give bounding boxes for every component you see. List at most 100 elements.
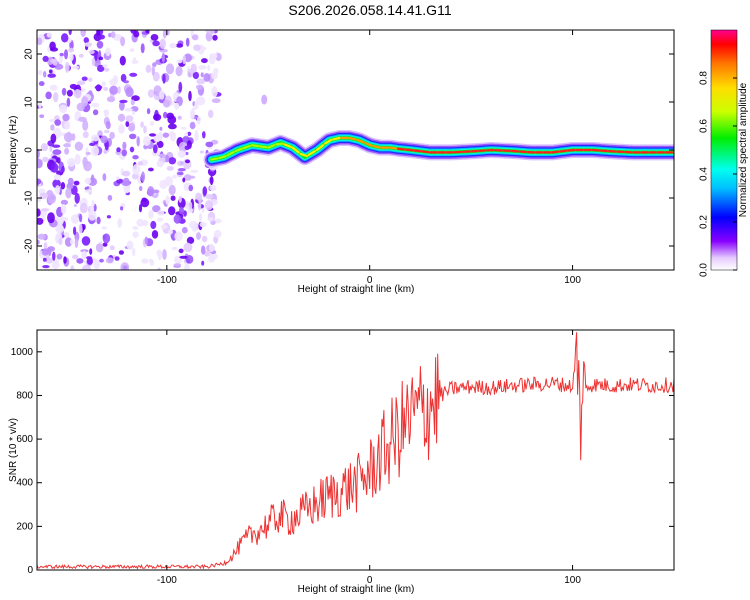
noise-speck — [96, 216, 101, 225]
noise-speck — [168, 184, 176, 196]
ridge-core-segment — [226, 150, 235, 157]
noise-speck — [159, 90, 165, 100]
noise-speck — [93, 59, 101, 67]
colorbar-label: Normalized spectral amplitude — [738, 82, 749, 217]
noise-speck — [91, 134, 100, 142]
noise-speck — [43, 242, 48, 249]
noise-speck — [130, 99, 135, 106]
noise-speck — [73, 89, 82, 99]
noise-speck — [133, 31, 140, 38]
noise-speck — [101, 226, 108, 230]
ridge-core-segment — [234, 147, 243, 153]
noise-speck — [91, 102, 100, 108]
noise-speck — [83, 37, 90, 44]
noise-speck — [78, 53, 84, 58]
noise-speck — [129, 48, 135, 52]
noise-speck — [132, 231, 139, 238]
noise-speck — [49, 41, 56, 51]
noise-speck — [163, 111, 168, 119]
noise-speck — [74, 154, 81, 165]
noise-speck — [186, 236, 195, 244]
noise-speck — [207, 64, 211, 71]
noise-speck — [63, 256, 67, 264]
ridge-core-segment — [267, 144, 276, 149]
noise-speck — [177, 150, 186, 158]
spectrogram-ytick-label: -10 — [24, 190, 35, 205]
noise-speck — [167, 115, 177, 125]
noise-speck — [132, 164, 141, 175]
ridge-core-segment — [323, 138, 333, 145]
noise-speck — [178, 248, 184, 254]
noise-speck — [199, 221, 207, 228]
noise-speck — [173, 214, 182, 224]
ridge-core-segment — [405, 148, 414, 152]
noise-speck — [168, 157, 177, 165]
noise-speck — [37, 239, 40, 245]
noise-speck — [64, 237, 73, 247]
noise-speck — [142, 136, 151, 147]
noise-speck — [88, 210, 97, 221]
noise-speck — [50, 162, 59, 173]
noise-speck — [83, 160, 92, 172]
noise-speck — [85, 151, 91, 156]
spectrogram-ytick-label: 20 — [24, 48, 35, 60]
noise-speck — [40, 208, 50, 212]
noise-speck — [105, 47, 111, 57]
noise-speck — [129, 133, 137, 140]
noise-speck — [82, 119, 89, 131]
noise-speck — [144, 236, 148, 245]
noise-speck — [195, 84, 203, 90]
noise-speck — [53, 174, 62, 181]
ridge-core-segment — [315, 144, 325, 152]
ridge-core-segment — [218, 155, 227, 160]
noise-speck — [53, 92, 59, 103]
snr-ytick-label: 600 — [16, 434, 33, 445]
noise-speck — [187, 131, 192, 136]
noise-speck — [185, 159, 190, 164]
noise-speck — [157, 252, 162, 261]
noise-speck — [37, 70, 43, 76]
noise-speck — [132, 226, 139, 230]
noise-speck — [93, 259, 100, 270]
noise-speck — [192, 225, 197, 232]
noise-speck — [140, 198, 150, 208]
noise-speck — [40, 143, 49, 152]
noise-speck — [91, 57, 96, 66]
noise-speck — [159, 38, 166, 50]
noise-speck — [102, 173, 107, 182]
noise-speck — [189, 121, 196, 130]
noise-speck — [61, 165, 65, 173]
noise-speck — [177, 168, 186, 172]
noise-speck — [54, 119, 61, 126]
colorbar-gradient — [710, 29, 738, 271]
snr-xtick-label: 0 — [367, 575, 373, 586]
noise-speck — [100, 135, 108, 144]
noise-speck — [79, 202, 88, 214]
noise-speck — [162, 249, 167, 260]
noise-speck — [109, 131, 115, 140]
noise-speck — [194, 100, 199, 110]
noise-speck — [103, 109, 110, 118]
noise-speck — [185, 37, 190, 47]
noise-speck — [129, 72, 138, 77]
noise-speck — [151, 230, 159, 239]
noise-speck — [112, 75, 119, 84]
ridge-core-segment — [242, 144, 252, 150]
noise-speck — [49, 84, 58, 91]
noise-speck — [78, 223, 83, 234]
noise-speck — [106, 96, 116, 103]
noise-speck — [169, 43, 177, 49]
noise-speck — [192, 71, 199, 80]
noise-speck — [175, 43, 184, 48]
noise-speck — [188, 184, 194, 192]
noise-speck — [160, 224, 168, 230]
noise-speck — [162, 73, 166, 84]
noise-speck — [113, 34, 123, 41]
ridge-core-segment — [388, 146, 398, 150]
noise-speck — [261, 94, 268, 105]
noise-speck — [149, 258, 154, 263]
noise-speck — [190, 63, 197, 73]
noise-speck — [42, 156, 49, 163]
spectrogram-xtick-label: -100 — [157, 275, 177, 286]
